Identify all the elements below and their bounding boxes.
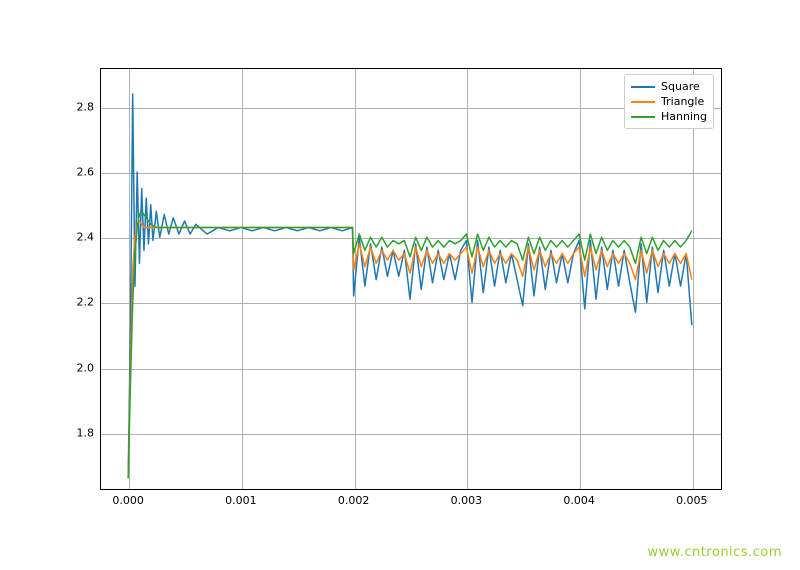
legend-label: Square — [661, 80, 700, 93]
legend-swatch — [631, 116, 655, 118]
legend-swatch — [631, 86, 655, 88]
legend-swatch — [631, 101, 655, 103]
legend-label: Triangle — [661, 95, 704, 108]
watermark: www.cntronics.com — [647, 545, 782, 560]
series-triangle — [128, 221, 692, 478]
series-hanning — [128, 211, 692, 478]
legend-row: Triangle — [631, 94, 707, 109]
figure: 0.0000.0010.0020.0030.0040.005 1.82.02.2… — [0, 0, 800, 570]
legend-row: Hanning — [631, 109, 707, 124]
legend: Square Triangle Hanning — [624, 74, 714, 129]
series-square — [128, 94, 692, 478]
legend-label: Hanning — [661, 110, 707, 123]
legend-row: Square — [631, 79, 707, 94]
